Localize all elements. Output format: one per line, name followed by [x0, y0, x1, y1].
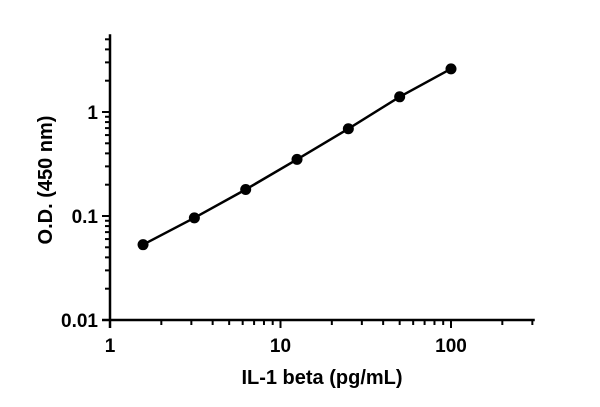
- data-point: [137, 239, 149, 251]
- data-point: [240, 183, 252, 195]
- axes: [102, 34, 535, 328]
- y-tick-label: 0.01: [61, 311, 98, 332]
- y-tick-label: 1: [87, 103, 98, 124]
- x-axis-title: IL-1 beta (pg/mL): [241, 367, 402, 389]
- data-point: [291, 153, 303, 165]
- data-point: [188, 212, 200, 224]
- y-tick-label: 0.1: [72, 207, 99, 228]
- x-tick-label: 10: [270, 336, 291, 357]
- data-point: [445, 63, 457, 75]
- x-tick-label: 100: [435, 336, 467, 357]
- data-point: [342, 123, 354, 135]
- tick-labels: 1 10 100 0.01 0.1 1: [61, 103, 467, 357]
- y-axis-title: O.D. (450 nm): [35, 116, 57, 245]
- x-tick-label: 1: [105, 336, 116, 357]
- data-point: [394, 91, 406, 103]
- data-series: [137, 63, 457, 251]
